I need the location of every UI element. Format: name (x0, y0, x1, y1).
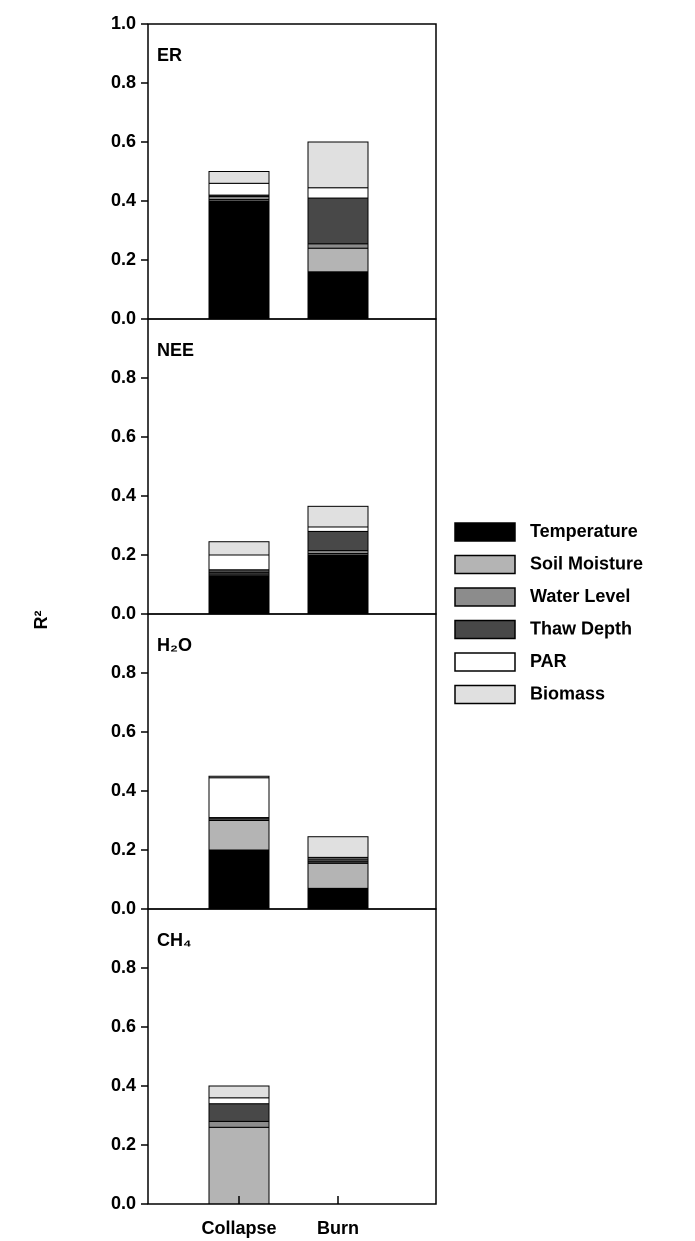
y-tick-label: 0.2 (111, 544, 136, 564)
panel-frame (147, 23, 437, 320)
legend-swatch (454, 522, 516, 542)
panel-title: ER (157, 45, 182, 65)
bar-segment (208, 1120, 270, 1128)
bar-segment (208, 575, 270, 615)
y-tick-label: 0.2 (111, 839, 136, 859)
bar-segment (208, 541, 270, 556)
legend-label: Biomass (530, 683, 605, 703)
y-tick-label: 0.6 (111, 426, 136, 446)
y-tick-label: 0.2 (111, 1134, 136, 1154)
bar-segment (208, 1085, 270, 1099)
y-tick-label: 0.8 (111, 72, 136, 92)
panel-frame (147, 318, 437, 615)
y-tick-label: 0.0 (111, 898, 136, 918)
bar-segment (208, 1103, 270, 1122)
legend-swatch (454, 587, 516, 607)
legend-swatch (454, 652, 516, 672)
bar-segment (208, 554, 270, 571)
legend-label: PAR (530, 651, 567, 671)
panel-frame (147, 613, 437, 910)
bar-segment (208, 171, 270, 184)
bar-segment (307, 247, 369, 273)
bar-segment (208, 777, 270, 819)
bar-segment (208, 182, 270, 196)
bar-segment (307, 197, 369, 245)
bar-segment (307, 862, 369, 889)
y-tick-label: 0.0 (111, 603, 136, 623)
legend-label: Temperature (530, 521, 638, 541)
y-tick-label: 1.0 (111, 13, 136, 33)
x-tick-label: Collapse (201, 1218, 276, 1238)
legend-label: Soil Moisture (530, 553, 643, 573)
bar-segment (307, 526, 369, 532)
bar-segment (208, 820, 270, 851)
legend-swatch (454, 554, 516, 575)
y-tick-label: 0.4 (111, 190, 136, 210)
bar-segment (208, 849, 270, 910)
x-tick-label: Burn (317, 1218, 359, 1238)
panel-title: H₂O (157, 635, 192, 655)
y-tick-label: 0.6 (111, 721, 136, 741)
legend-swatch (454, 684, 516, 705)
y-tick-label: 0.4 (111, 1075, 136, 1095)
bar-segment (307, 243, 369, 249)
y-tick-label: 0.4 (111, 780, 136, 800)
panel-frame (147, 908, 437, 1205)
y-tick-label: 0.8 (111, 957, 136, 977)
y-tick-label: 0.8 (111, 367, 136, 387)
bar-segment (307, 554, 369, 615)
bar-segment (307, 187, 369, 199)
bar-segment (307, 530, 369, 552)
bar-segment (208, 1097, 270, 1105)
bar-segment (307, 505, 369, 528)
bar-segment (307, 141, 369, 189)
legend-label: Water Level (530, 586, 630, 606)
y-tick-label: 0.2 (111, 249, 136, 269)
y-tick-label: 0.8 (111, 662, 136, 682)
legend-label: Thaw Depth (530, 618, 632, 638)
panel-title: CH₄ (157, 930, 192, 950)
y-tick-label: 0.0 (111, 1193, 136, 1213)
legend-swatch (454, 619, 516, 640)
y-tick-label: 0.6 (111, 1016, 136, 1036)
y-tick-label: 0.0 (111, 308, 136, 328)
bar-segment (307, 271, 369, 320)
bar-segment (208, 775, 270, 779)
bar-segment (307, 836, 369, 858)
panel-title: NEE (157, 340, 194, 360)
bar-segment (307, 887, 369, 910)
y-tick-label: 0.6 (111, 131, 136, 151)
bar-segment (208, 1126, 270, 1205)
y-tick-label: 0.4 (111, 485, 136, 505)
bar-segment (208, 200, 270, 320)
y-axis-label: R² (31, 611, 51, 630)
